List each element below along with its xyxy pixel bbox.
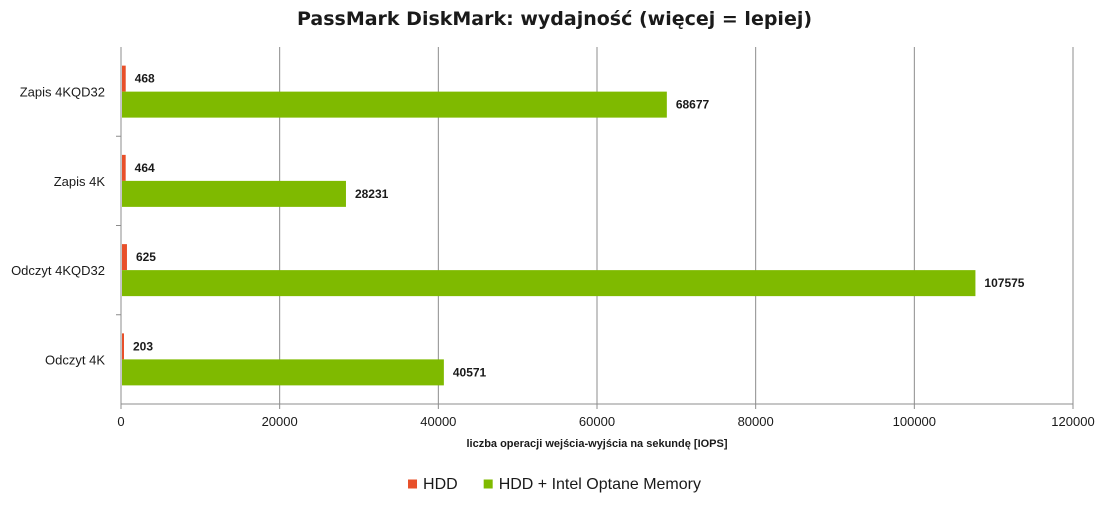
category-label: Odczyt 4KQD32	[11, 263, 105, 278]
bar-hdd-optane	[122, 359, 444, 386]
legend-label: HDD + Intel Optane Memory	[499, 476, 701, 493]
legend-swatch-hdd	[408, 479, 418, 489]
x-tick-label: 20000	[262, 414, 298, 429]
data-label: 625	[136, 250, 156, 264]
data-label: 464	[135, 161, 155, 175]
x-axis-title: liczba operacji wejścia-wyjścia na sekun…	[466, 438, 727, 450]
bar-hdd	[122, 333, 124, 360]
data-label: 68677	[676, 98, 710, 112]
data-label: 28231	[355, 187, 389, 201]
category-label: Odczyt 4K	[45, 352, 105, 367]
bar-hdd-optane	[122, 270, 976, 297]
bar-hdd	[122, 244, 127, 271]
bar-hdd-optane	[122, 91, 667, 118]
x-tick-label: 40000	[420, 414, 456, 429]
category-label: Zapis 4KQD32	[20, 85, 105, 100]
bar-hdd	[122, 65, 126, 92]
data-label: 468	[135, 72, 155, 86]
x-tick-label: 0	[117, 414, 124, 429]
data-label: 40571	[453, 365, 487, 379]
data-label: 107575	[984, 276, 1024, 290]
bar-hdd	[122, 154, 126, 181]
chart-title: PassMark DiskMark: wydajność (więcej = l…	[296, 8, 813, 30]
x-tick-label: 60000	[579, 414, 615, 429]
bar-hdd-optane	[122, 180, 346, 207]
x-tick-label: 100000	[893, 414, 936, 429]
data-label: 203	[133, 339, 153, 353]
x-tick-label: 80000	[738, 414, 774, 429]
category-label: Zapis 4K	[54, 174, 106, 189]
legend-swatch-hdd-optane	[483, 479, 493, 489]
legend-label: HDD	[423, 476, 458, 493]
x-tick-label: 120000	[1051, 414, 1094, 429]
